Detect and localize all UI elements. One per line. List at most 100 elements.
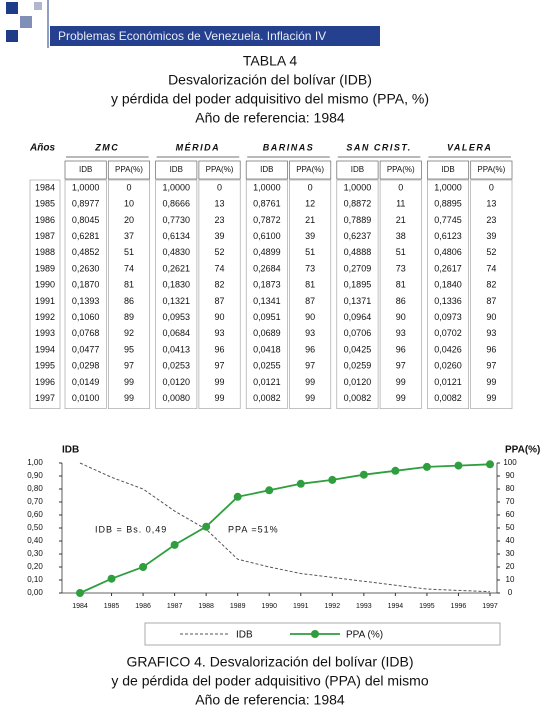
value-cell: 0,8872 [344,199,372,209]
x-tick-label: 1986 [135,603,151,610]
annotation: PPA =51% [228,524,279,534]
value-cell: 0,8895 [434,199,462,209]
value-cell: 73 [396,263,406,273]
sub-header: PPA(%) [206,165,234,174]
y-tick-label: 0,70 [27,497,43,506]
value-cell: 0,2630 [72,263,100,273]
y-tick-label: 0,60 [27,510,43,519]
value-cell: 0,0689 [253,328,281,338]
column-box [245,179,288,409]
value-cell: 0,1371 [344,296,372,306]
annotation: IDB = Bs. 0,49 [95,524,167,534]
value-cell: 0,1830 [162,280,190,290]
x-tick-label: 1993 [356,603,372,610]
title-line: y pérdida del poder adquisitivo del mism… [111,91,429,107]
year-cell: 1996 [35,377,55,387]
sub-header: PPA(%) [477,165,505,174]
value-cell: 0,1336 [434,296,462,306]
deco-square [20,16,32,28]
value-cell: 0,0080 [162,393,190,403]
value-cell: 1,0000 [253,182,281,192]
value-cell: 87 [305,296,315,306]
value-cell: 0,0973 [434,312,462,322]
caption-line: y de pérdida del poder adquisitivo (PPA)… [111,673,428,689]
point [139,563,148,571]
value-cell: 0,0255 [253,361,281,371]
sub-header: PPA(%) [387,165,415,174]
value-cell: 89 [124,312,134,322]
value-cell: 52 [486,247,496,257]
column-box [108,179,150,409]
value-cell: 11 [396,199,405,209]
title-line: Desvalorización del bolívar (IDB) [168,72,372,88]
value-cell: 0,6100 [253,231,281,241]
value-cell: 99 [124,377,134,387]
value-cell: 0,0298 [72,361,100,371]
point [265,486,274,495]
column-box [379,160,422,180]
year-cell: 1986 [35,215,55,225]
sub-header: IDB [351,165,364,174]
column-box [289,160,332,180]
value-cell: 23 [486,215,496,225]
y-tick-label: 1,00 [27,458,43,467]
value-cell: 74 [124,263,134,273]
value-cell: 0,4806 [434,247,462,257]
value-cell: 0 [126,182,131,192]
value-cell: 0,1393 [72,296,100,306]
value-cell: 0,7872 [253,215,281,225]
value-cell: 0,6237 [344,231,372,241]
point [359,470,368,479]
value-cell: 0,2684 [253,263,281,273]
value-cell: 0,0253 [162,361,190,371]
deco-square [6,30,18,42]
value-cell: 13 [215,199,225,209]
sub-header: IDB [441,165,454,174]
point [107,574,116,583]
year-cell: 1995 [35,361,55,371]
x-tick-label: 1992 [325,603,341,610]
value-cell: 97 [215,361,225,371]
column-box [427,179,469,409]
x-tick-label: 1988 [198,603,214,610]
year-cell: 1990 [35,280,55,290]
year-cell: 1992 [35,312,55,322]
value-cell: 0,7889 [344,215,372,225]
city-header: VALERA [447,142,492,152]
value-cell: 0,8666 [162,199,190,209]
value-cell: 86 [396,296,406,306]
value-cell: 12 [305,199,315,209]
value-cell: 90 [486,312,496,322]
value-cell: 81 [396,280,406,290]
value-cell: 0,0413 [162,344,190,354]
value-cell: 0,7745 [434,215,462,225]
value-cell: 87 [215,296,225,306]
column-box [198,160,241,180]
column-box [289,179,332,409]
y2-tick-label: 80 [506,484,515,493]
sub-header: IDB [79,165,92,174]
value-cell: 0,0426 [434,344,462,354]
value-cell: 21 [396,215,406,225]
value-cell: 0,0702 [434,328,462,338]
value-cell: 99 [215,377,225,387]
value-cell: 0,0121 [434,377,462,387]
value-cell: 93 [215,328,225,338]
value-cell: 52 [215,247,225,257]
value-cell: 99 [396,377,406,387]
table: ZMC IDB PPA(%) MÉRIDA IDB PPA(%) BARINAS IDB PPA… [29,142,513,409]
legend-label: PPA (%) [346,630,383,641]
value-cell: 37 [124,231,134,241]
y-tick-label: 0,50 [27,523,43,532]
y2-tick-label: 50 [506,523,515,532]
value-cell: 51 [124,247,134,257]
column-box [336,179,379,409]
year-cell: 1988 [35,247,55,257]
y2-tick-label: 40 [506,536,515,545]
value-cell: 0,0082 [253,393,281,403]
value-cell: 0,4852 [72,247,100,257]
y-axis-title: IDB [62,445,79,456]
year-cell: 1997 [35,393,55,403]
series-line [79,463,491,594]
